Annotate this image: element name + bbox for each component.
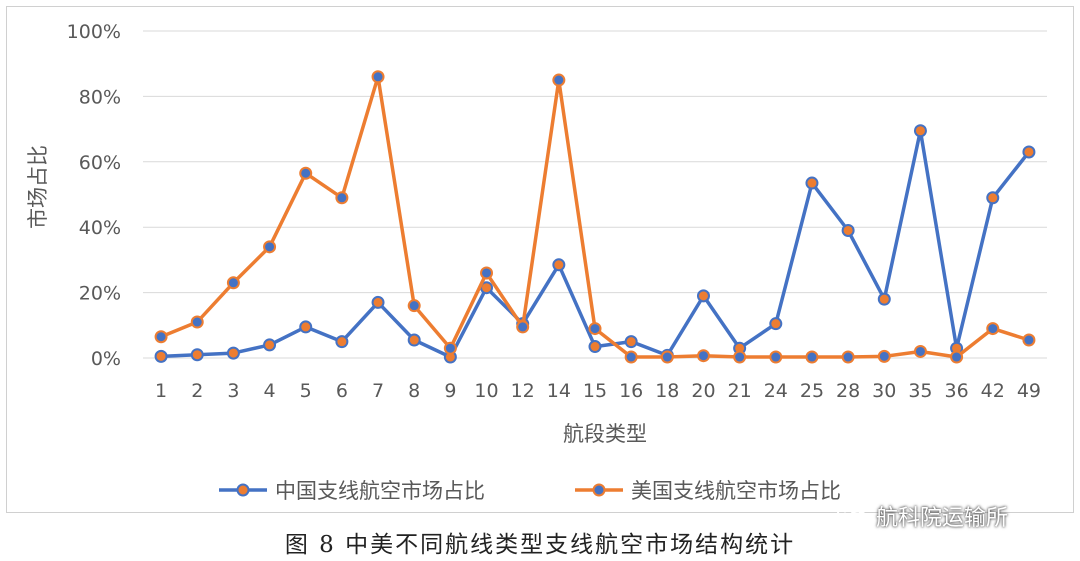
data-point (696, 289, 710, 303)
y-tick-label: 0% (91, 348, 121, 370)
y-tick-label: 80% (79, 86, 121, 108)
x-tick-label: 8 (408, 380, 420, 402)
data-point (335, 191, 349, 205)
x-tick-label: 25 (800, 380, 824, 402)
data-point (516, 320, 530, 334)
legend-item: 中国支线航空市场占比 (219, 479, 485, 503)
watermark-text: 航科院运输所 (876, 506, 1009, 531)
x-tick-label: 18 (655, 380, 679, 402)
data-point (877, 292, 891, 306)
x-tick-label: 15 (583, 380, 607, 402)
figure-caption: 图 8 中美不同航线类型支线航空市场结构统计 (284, 532, 796, 558)
data-point (986, 322, 1000, 336)
legend: 中国支线航空市场占比 美国支线航空市场占比 (219, 479, 841, 503)
data-point (588, 322, 602, 336)
x-tick-label: 21 (728, 380, 752, 402)
x-tick-label: 5 (300, 380, 312, 402)
data-point (805, 176, 819, 190)
data-point (733, 350, 747, 364)
data-point (1022, 333, 1036, 347)
data-point (805, 350, 819, 364)
data-point (841, 350, 855, 364)
data-point (769, 317, 783, 331)
x-axis-title: 航段类型 (563, 422, 647, 446)
data-point (443, 341, 457, 355)
data-point (877, 349, 891, 363)
data-point (552, 73, 566, 87)
data-point (299, 320, 313, 334)
data-point (841, 223, 855, 237)
data-point (480, 266, 494, 280)
data-point (407, 333, 421, 347)
data-point (913, 124, 927, 138)
legend-label: 中国支线航空市场占比 (275, 479, 485, 503)
data-point (190, 315, 204, 329)
series-line (160, 75, 1030, 359)
watermark: 航科院运输所 (836, 500, 1008, 532)
data-point (950, 350, 964, 364)
data-point (588, 340, 602, 354)
x-tick-label: 7 (372, 380, 384, 402)
x-tick-label: 36 (945, 380, 969, 402)
x-tick-label: 49 (1017, 380, 1041, 402)
x-tick-label: 10 (474, 380, 498, 402)
x-tick-label: 35 (908, 380, 932, 402)
series-2 (154, 70, 1036, 364)
data-point (371, 295, 385, 309)
y-tick-label: 60% (79, 152, 121, 174)
x-tick-label: 1 (155, 380, 167, 402)
legend-marker (592, 483, 606, 497)
data-point (263, 240, 277, 254)
x-tick-label: 42 (981, 380, 1005, 402)
y-tick-label: 20% (79, 283, 121, 305)
data-point (263, 338, 277, 352)
data-point (696, 349, 710, 363)
x-tick-label: 14 (547, 380, 571, 402)
legend-item: 美国支线航空市场占比 (575, 479, 841, 503)
data-point (154, 330, 168, 344)
y-tick-label: 40% (79, 217, 121, 239)
line-chart: 0%20%40%60%80%100% 1 2 3 4 5 6 7 8 9 10 12 14 15 16 18… (26, 21, 1047, 503)
data-point (154, 349, 168, 363)
y-axis-title: 市场占比 (26, 145, 50, 229)
data-point (660, 350, 674, 364)
x-tick-label: 30 (872, 380, 896, 402)
legend-marker (236, 483, 250, 497)
data-point (552, 258, 566, 272)
data-point (407, 299, 421, 313)
data-point (913, 344, 927, 358)
data-point (335, 335, 349, 349)
y-tick-label: 100% (67, 21, 121, 43)
data-point (624, 335, 638, 349)
x-tick-label: 28 (836, 380, 860, 402)
x-tick-label: 2 (191, 380, 203, 402)
x-tick-label: 12 (511, 380, 535, 402)
x-tick-label: 3 (227, 380, 239, 402)
x-tick-label: 16 (619, 380, 643, 402)
chart-area: 0% 20% 40% 60% 80% 100% 1 2 3 4 5 6 7 8 9 10 12 14 15 16 18… (6, 6, 1074, 513)
data-point (371, 70, 385, 84)
data-point (226, 346, 240, 360)
series-layer (154, 70, 1036, 364)
x-tick-label: 24 (764, 380, 788, 402)
x-axis-tick-labels: 1 2 3 4 5 6 7 8 9 10 12 14 15 16 18 20 21 24 25 28 30 35 36 42 4… (155, 380, 1041, 402)
data-point (769, 350, 783, 364)
x-tick-label: 6 (336, 380, 348, 402)
y-axis-tick-labels: 0% 20% 40% 60% 80% 100% (67, 21, 121, 370)
gridlines (143, 30, 1047, 359)
data-point (226, 276, 240, 290)
x-tick-label: 4 (264, 380, 276, 402)
x-tick-label: 20 (691, 380, 715, 402)
data-point (986, 191, 1000, 205)
data-point (190, 348, 204, 362)
x-tick-label: 9 (444, 380, 456, 402)
data-point (1022, 145, 1036, 159)
data-point (624, 350, 638, 364)
legend-label: 美国支线航空市场占比 (631, 479, 841, 503)
wechat-icon (837, 503, 868, 528)
data-point (299, 166, 313, 180)
